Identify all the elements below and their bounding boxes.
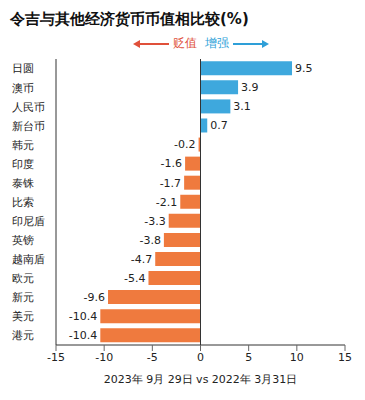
svg-text:澳币: 澳币 bbox=[12, 82, 34, 95]
svg-text:-5.4: -5.4 bbox=[124, 272, 145, 285]
svg-text:-3.8: -3.8 bbox=[139, 234, 160, 247]
svg-text:越南盾: 越南盾 bbox=[12, 253, 45, 266]
svg-text:-1.6: -1.6 bbox=[161, 157, 182, 170]
svg-text:韩元: 韩元 bbox=[12, 139, 34, 152]
svg-text:新台币: 新台币 bbox=[12, 120, 45, 133]
svg-text:0.7: 0.7 bbox=[210, 119, 228, 132]
svg-text:-4.7: -4.7 bbox=[131, 253, 152, 266]
svg-text:-10: -10 bbox=[95, 351, 113, 364]
svg-text:10: 10 bbox=[290, 351, 304, 364]
svg-text:-5: -5 bbox=[147, 351, 158, 364]
svg-text:-9.6: -9.6 bbox=[84, 291, 105, 304]
svg-text:9.5: 9.5 bbox=[295, 62, 313, 75]
svg-text:印尼盾: 印尼盾 bbox=[12, 215, 45, 228]
svg-text:5: 5 bbox=[245, 351, 252, 364]
html-text:贬值: 贬值 bbox=[172, 36, 197, 50]
html-text:增强: 增强 bbox=[204, 36, 229, 50]
html-text:令吉与其他经济货币币值相比较(%): 令吉与其他经济货币币值相比较(%) bbox=[10, 10, 249, 28]
svg-text:2023年 9月 29日 vs 2022年 3月31日: 2023年 9月 29日 vs 2022年 3月31日 bbox=[104, 373, 298, 386]
svg-text:日圆: 日圆 bbox=[12, 62, 34, 75]
svg-text:-10.4: -10.4 bbox=[69, 329, 97, 342]
svg-text:新元: 新元 bbox=[12, 291, 34, 304]
svg-text:英镑: 英镑 bbox=[12, 234, 34, 247]
svg-text:-10.4: -10.4 bbox=[69, 310, 97, 323]
svg-text:人民币: 人民币 bbox=[12, 101, 45, 114]
svg-text:3.9: 3.9 bbox=[241, 81, 259, 94]
svg-text:泰铢: 泰铢 bbox=[12, 177, 34, 190]
svg-text:0: 0 bbox=[197, 351, 204, 364]
svg-text:3.1: 3.1 bbox=[233, 100, 251, 113]
svg-text:比索: 比索 bbox=[12, 196, 34, 209]
svg-text:印度: 印度 bbox=[12, 158, 34, 171]
svg-text:欧元: 欧元 bbox=[12, 272, 34, 285]
svg-text:-0.2: -0.2 bbox=[174, 138, 195, 151]
svg-text:-15: -15 bbox=[47, 351, 65, 364]
svg-text:-3.3: -3.3 bbox=[144, 215, 165, 228]
svg-text:15: 15 bbox=[338, 351, 352, 364]
svg-text:-1.7: -1.7 bbox=[160, 177, 181, 190]
svg-text:-2.1: -2.1 bbox=[156, 196, 177, 209]
svg-text:美元: 美元 bbox=[12, 310, 34, 323]
svg-text:港元: 港元 bbox=[12, 329, 34, 342]
